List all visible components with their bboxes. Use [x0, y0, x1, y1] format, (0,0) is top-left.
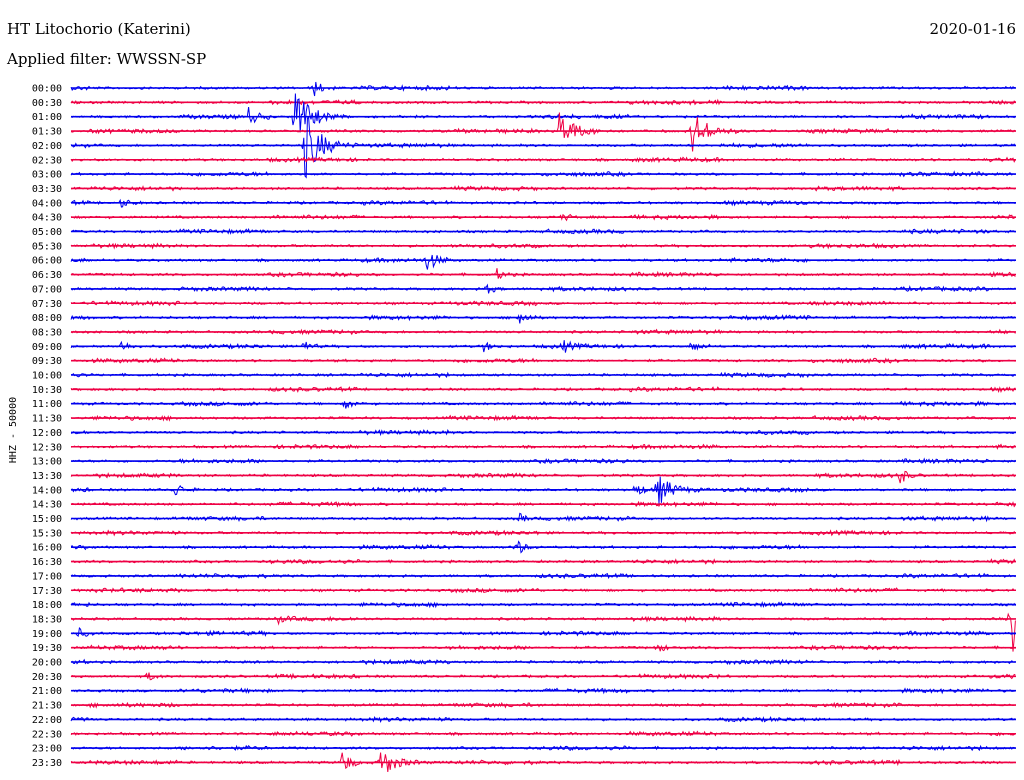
time-label: 13:30	[32, 471, 62, 482]
time-label: 15:30	[32, 528, 62, 539]
time-label: 15:00	[32, 514, 62, 525]
time-label: 13:00	[32, 457, 62, 468]
time-label: 22:30	[32, 729, 62, 740]
time-label: 04:00	[32, 198, 62, 209]
time-label: 18:30	[32, 614, 62, 625]
time-label: 05:30	[32, 241, 62, 252]
time-label: 09:30	[32, 356, 62, 367]
time-label: 17:30	[32, 586, 62, 597]
seismic-traces	[70, 81, 1016, 772]
time-label: 03:30	[32, 184, 62, 195]
trace-line	[70, 512, 1016, 523]
time-label: 12:00	[32, 428, 62, 439]
time-label: 14:30	[32, 500, 62, 511]
time-label: 01:30	[32, 127, 62, 138]
time-label: 14:00	[32, 485, 62, 496]
time-label: 00:00	[32, 84, 62, 95]
time-labels: 00:00 00:30 01:00 01:30 02:00 02:30 03:00 03:30…	[32, 84, 62, 769]
time-label: 20:30	[32, 672, 62, 683]
time-label: 23:00	[32, 744, 62, 755]
trace-line	[70, 400, 1016, 409]
time-label: 11:00	[32, 399, 62, 410]
trace-line	[70, 81, 1016, 97]
time-label: 09:00	[32, 342, 62, 353]
time-label: 20:00	[32, 658, 62, 669]
time-label: 07:30	[32, 299, 62, 310]
y-axis-label: HHZ - 50000	[8, 397, 19, 463]
time-label: 16:00	[32, 543, 62, 554]
time-label: 10:30	[32, 385, 62, 396]
filter-label: Applied filter: WWSSN-SP	[7, 50, 207, 68]
time-label: 02:00	[32, 141, 62, 152]
time-label: 21:30	[32, 701, 62, 712]
time-label: 04:30	[32, 213, 62, 224]
trace-line	[70, 115, 1016, 179]
time-label: 23:30	[32, 758, 62, 769]
time-label: 00:30	[32, 98, 62, 109]
time-label: 02:30	[32, 155, 62, 166]
time-label: 16:30	[32, 557, 62, 568]
station-title: HT Litochorio (Katerini)	[7, 20, 191, 38]
time-label: 11:30	[32, 414, 62, 425]
trace-line	[70, 93, 1016, 133]
trace-line	[70, 268, 1016, 280]
time-label: 19:00	[32, 629, 62, 640]
time-label: 06:00	[32, 256, 62, 267]
time-label: 07:00	[32, 284, 62, 295]
trace-line	[70, 254, 1016, 270]
time-label: 06:30	[32, 270, 62, 281]
time-label: 03:00	[32, 170, 62, 181]
trace-line	[70, 627, 1016, 638]
time-label: 17:00	[32, 571, 62, 582]
time-label: 08:30	[32, 327, 62, 338]
trace-line	[70, 470, 1016, 484]
date-label: 2020-01-16	[929, 20, 1016, 38]
time-label: 21:00	[32, 686, 62, 697]
time-label: 22:00	[32, 715, 62, 726]
time-label: 12:30	[32, 442, 62, 453]
time-label: 08:00	[32, 313, 62, 324]
time-label: 18:00	[32, 600, 62, 611]
time-label: 10:00	[32, 371, 62, 382]
time-label: 19:30	[32, 643, 62, 654]
time-label: 05:00	[32, 227, 62, 238]
time-label: 01:00	[32, 112, 62, 123]
trace-line	[70, 314, 1016, 324]
